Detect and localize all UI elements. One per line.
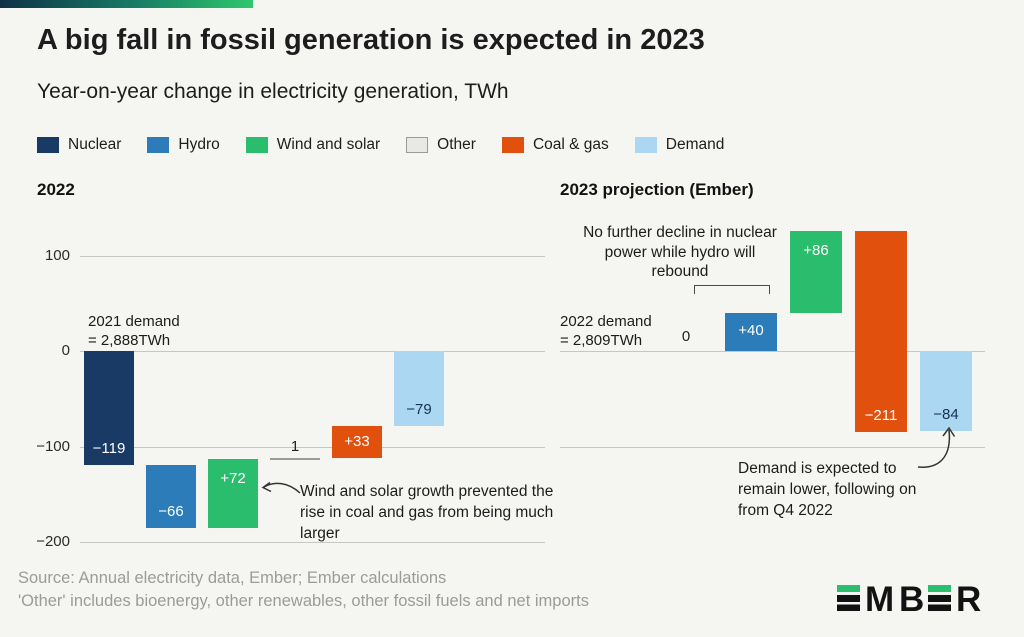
- bar-hydro: [725, 312, 777, 351]
- legend-label: Nuclear: [68, 136, 122, 153]
- bar-value-label: +40: [738, 322, 764, 340]
- brand-accent-bar: [0, 0, 253, 8]
- bar-wind-and-solar: [208, 458, 258, 528]
- bar-demand: [920, 351, 972, 432]
- footer-source: Source: Annual electricity data, Ember; …: [18, 569, 447, 587]
- bar-value-label: +33: [344, 432, 370, 450]
- y-tick-label: −100: [36, 437, 70, 455]
- note-wind-solar-growth: Wind and solar growth prevented the rise…: [300, 483, 554, 542]
- bar-value-label: −79: [406, 401, 432, 419]
- footer-note: 'Other' includes bioenergy, other renewa…: [18, 592, 589, 610]
- svg-text:M: M: [865, 583, 894, 615]
- legend-item-hydro: Hydro: [147, 136, 220, 154]
- bar-coal-gas: [855, 230, 907, 433]
- legend-swatch-demand: [634, 137, 657, 153]
- gridline: [80, 255, 545, 257]
- panel-title-2023-projection: 2023 projection (Ember): [560, 180, 754, 199]
- legend-label: Other: [437, 136, 476, 153]
- bar-value-label: 0: [681, 328, 691, 345]
- gridline: [80, 542, 545, 543]
- bar-wind-and-solar: [790, 230, 842, 313]
- gridline: [80, 351, 545, 352]
- page-title: A big fall in fossil generation is expec…: [37, 24, 705, 56]
- bar-value-label: −66: [158, 502, 184, 520]
- panel-title-2022: 2022: [37, 180, 75, 199]
- legend: Nuclear Hydro Wind and solar Other Coal & ga…: [37, 136, 724, 154]
- bracket-nuclear-hydro: [694, 285, 770, 294]
- legend-item-other: Other: [406, 136, 476, 154]
- legend-label: Demand: [665, 136, 725, 153]
- gridline: [560, 446, 985, 448]
- y-tick-label: 0: [61, 342, 70, 359]
- bar-value-label: −119: [92, 439, 126, 457]
- note-demand-lower: Demand is expected to remain lower, foll…: [738, 460, 917, 519]
- svg-text:R: R: [956, 583, 981, 615]
- legend-label: Wind and solar: [276, 136, 381, 153]
- note-nuclear-hydro-rebound: No further decline in nuclear power whil…: [583, 224, 777, 280]
- legend-item-demand: Demand: [634, 136, 725, 154]
- bar-value-label: −211: [864, 407, 898, 425]
- bar-nuclear: [84, 351, 134, 465]
- page-subtitle: Year-on-year change in electricity gener…: [37, 80, 509, 103]
- legend-item-nuclear: Nuclear: [37, 136, 121, 154]
- legend-swatch-other: [406, 137, 429, 153]
- legend-label: Coal & gas: [532, 136, 609, 153]
- legend-label: Hydro: [178, 136, 220, 153]
- legend-swatch-hydro: [147, 137, 170, 153]
- bar-demand: [394, 351, 444, 427]
- legend-item-wind-and-solar: Wind and solar: [245, 136, 381, 154]
- svg-text:B: B: [899, 583, 924, 615]
- legend-item-coal-gas: Coal & gas: [501, 136, 609, 154]
- bar-value-label: +72: [220, 469, 246, 487]
- annotation-arrow-right-icon: [917, 426, 956, 468]
- legend-swatch-wind-and-solar: [245, 137, 268, 153]
- bar-value-label: +86: [803, 241, 829, 259]
- gridline: [80, 446, 545, 448]
- note-2021-demand: 2021 demand = 2,888TWh: [88, 313, 180, 349]
- y-tick-label: 100: [44, 246, 70, 264]
- gridline: [560, 351, 985, 352]
- bar-coal-gas: [332, 426, 382, 458]
- bar-other: [270, 458, 320, 460]
- bar-value-label: −84: [933, 406, 959, 424]
- y-tick-label: −200: [36, 533, 70, 550]
- bar-value-label: 1: [290, 437, 300, 455]
- note-2022-demand: 2022 demand = 2,809TWh: [560, 313, 652, 349]
- bar-hydro: [146, 464, 196, 528]
- annotation-arrow-left-icon: [261, 481, 301, 494]
- legend-swatch-coal-gas: [501, 137, 524, 153]
- legend-swatch-nuclear: [37, 137, 59, 153]
